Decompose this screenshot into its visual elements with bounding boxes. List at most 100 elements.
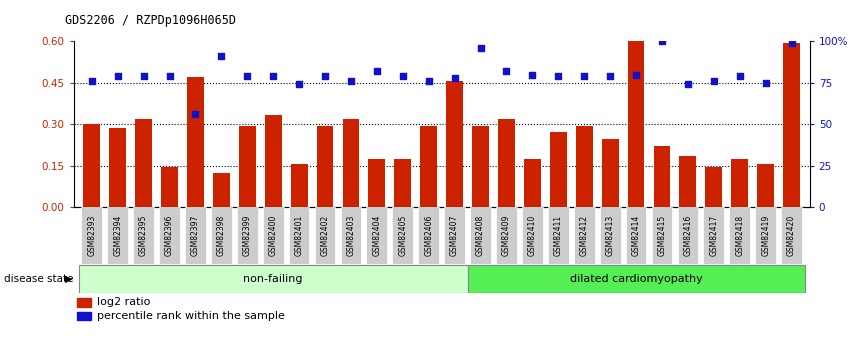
Bar xyxy=(420,126,437,207)
FancyBboxPatch shape xyxy=(522,207,543,264)
Bar xyxy=(135,119,152,207)
Text: GSM82402: GSM82402 xyxy=(320,215,330,256)
Point xyxy=(396,73,410,79)
Text: GSM82417: GSM82417 xyxy=(709,215,718,256)
FancyBboxPatch shape xyxy=(651,207,672,264)
Point xyxy=(785,40,798,46)
Text: GSM82400: GSM82400 xyxy=(268,215,278,256)
Bar xyxy=(446,81,463,207)
FancyBboxPatch shape xyxy=(185,207,206,264)
Text: GSM82407: GSM82407 xyxy=(450,215,459,256)
Text: log2 ratio: log2 ratio xyxy=(97,297,151,307)
Text: disease state: disease state xyxy=(4,274,74,284)
Text: GSM82405: GSM82405 xyxy=(398,215,407,256)
Bar xyxy=(187,77,204,207)
Point xyxy=(318,73,332,79)
Point xyxy=(474,45,488,51)
Bar xyxy=(368,159,385,207)
Text: GSM82416: GSM82416 xyxy=(683,215,693,256)
Bar xyxy=(109,128,126,207)
Point xyxy=(552,73,565,79)
Point xyxy=(344,78,358,84)
Bar xyxy=(731,159,748,207)
Text: GSM82399: GSM82399 xyxy=(242,215,252,256)
Point xyxy=(526,72,540,77)
Text: GSM82418: GSM82418 xyxy=(735,215,744,256)
Text: GSM82393: GSM82393 xyxy=(87,215,96,256)
Bar xyxy=(161,167,178,207)
FancyBboxPatch shape xyxy=(392,207,413,264)
Text: GSM82401: GSM82401 xyxy=(294,215,304,256)
Point xyxy=(578,73,591,79)
Bar xyxy=(472,126,489,207)
Point xyxy=(241,73,255,79)
Bar xyxy=(783,43,800,207)
Bar xyxy=(265,115,281,207)
FancyBboxPatch shape xyxy=(107,207,128,264)
Bar xyxy=(317,126,333,207)
Text: GSM82403: GSM82403 xyxy=(346,215,355,256)
FancyBboxPatch shape xyxy=(600,207,621,264)
Text: GSM82412: GSM82412 xyxy=(579,215,589,256)
Text: GSM82397: GSM82397 xyxy=(191,215,200,256)
FancyBboxPatch shape xyxy=(288,207,309,264)
Text: GSM82419: GSM82419 xyxy=(761,215,770,256)
Bar xyxy=(83,124,100,207)
FancyBboxPatch shape xyxy=(314,207,335,264)
FancyBboxPatch shape xyxy=(444,207,465,264)
Bar xyxy=(213,172,229,207)
Bar xyxy=(291,164,307,207)
FancyBboxPatch shape xyxy=(79,265,468,293)
Bar xyxy=(654,146,670,207)
Point xyxy=(163,73,177,79)
FancyBboxPatch shape xyxy=(755,207,776,264)
Point xyxy=(604,73,617,79)
Bar xyxy=(498,119,515,207)
Text: GSM82404: GSM82404 xyxy=(372,215,381,256)
Bar xyxy=(706,167,722,207)
FancyBboxPatch shape xyxy=(625,207,646,264)
Bar xyxy=(239,126,255,207)
Point xyxy=(370,68,384,74)
Point xyxy=(215,53,229,59)
Text: GSM82394: GSM82394 xyxy=(113,215,122,256)
Point xyxy=(448,75,462,81)
FancyBboxPatch shape xyxy=(81,207,102,264)
Point xyxy=(292,82,306,87)
FancyBboxPatch shape xyxy=(159,207,180,264)
FancyBboxPatch shape xyxy=(211,207,232,264)
Point xyxy=(500,68,514,74)
Text: GSM82411: GSM82411 xyxy=(553,215,563,256)
Text: GSM82420: GSM82420 xyxy=(787,215,796,256)
Bar xyxy=(524,159,540,207)
FancyBboxPatch shape xyxy=(340,207,361,264)
FancyBboxPatch shape xyxy=(703,207,724,264)
FancyBboxPatch shape xyxy=(729,207,750,264)
Text: GSM82398: GSM82398 xyxy=(216,215,226,256)
FancyBboxPatch shape xyxy=(781,207,802,264)
FancyBboxPatch shape xyxy=(496,207,517,264)
Text: GDS2206 / RZPDp1096H065D: GDS2206 / RZPDp1096H065D xyxy=(65,14,236,27)
Point xyxy=(422,78,436,84)
FancyBboxPatch shape xyxy=(470,207,491,264)
Point xyxy=(733,73,746,79)
Bar xyxy=(550,132,566,207)
Bar xyxy=(77,312,91,321)
Bar xyxy=(576,126,592,207)
Text: percentile rank within the sample: percentile rank within the sample xyxy=(97,311,285,321)
Bar xyxy=(602,139,618,207)
Point xyxy=(707,78,721,84)
Point xyxy=(266,73,280,79)
Point xyxy=(655,39,669,44)
Point xyxy=(111,73,125,79)
Point xyxy=(189,111,203,117)
Point xyxy=(137,73,151,79)
Text: GSM82406: GSM82406 xyxy=(424,215,433,256)
Bar xyxy=(394,159,411,207)
FancyBboxPatch shape xyxy=(133,207,154,264)
Bar xyxy=(757,164,774,207)
Text: ▶: ▶ xyxy=(65,274,73,284)
Text: GSM82409: GSM82409 xyxy=(502,215,511,256)
Bar xyxy=(77,298,91,307)
FancyBboxPatch shape xyxy=(366,207,387,264)
